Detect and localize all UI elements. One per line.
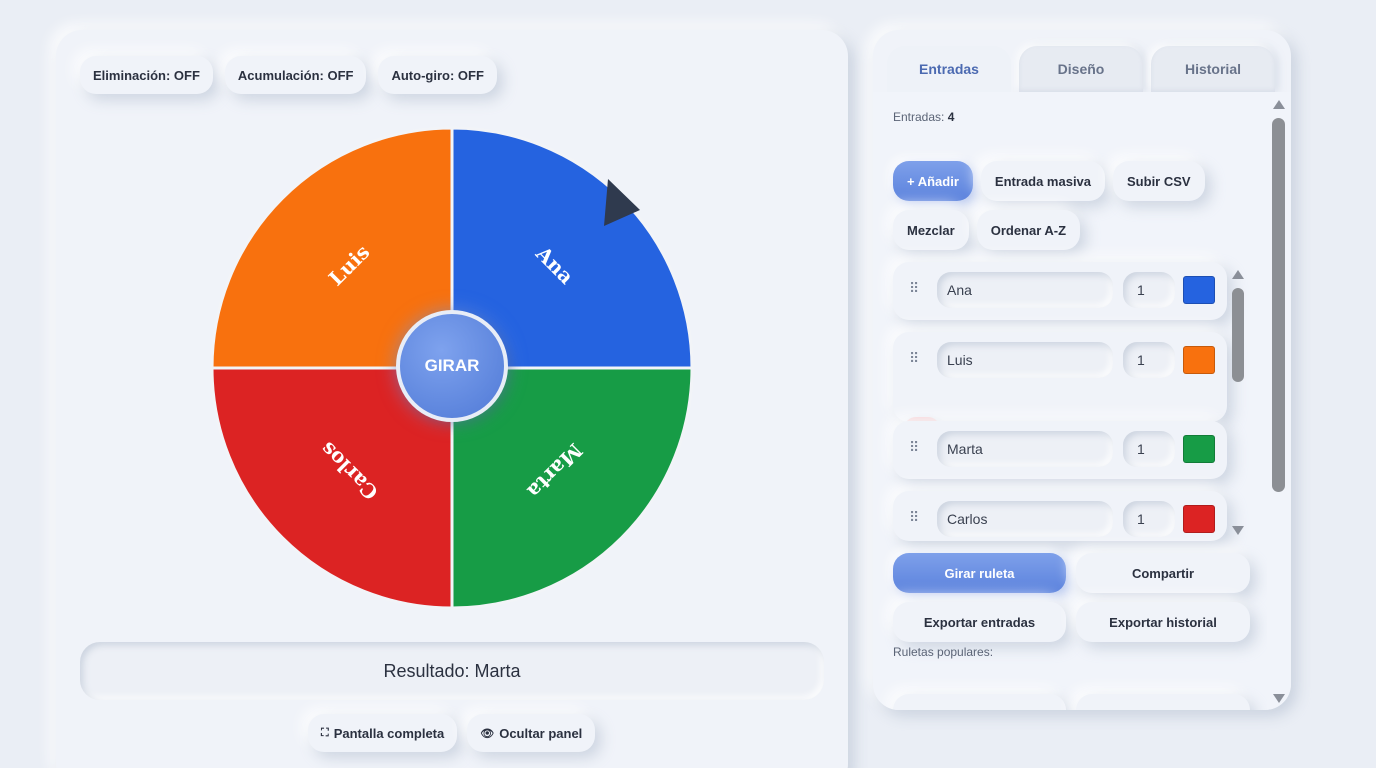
fullscreen-icon: ⛶ [321,726,329,739]
list-scroll-up-icon[interactable] [1232,270,1244,279]
wheel-segment-carlos [210,366,454,610]
spin-button[interactable]: GIRAR [396,310,508,422]
panel-actions-row-2: Exportar entradas Exportar historial [893,602,1250,642]
entry-color-picker[interactable] [1183,435,1215,463]
entry-name-input[interactable]: Marta [937,431,1113,467]
toggle-bar: Eliminación: OFF Acumulación: OFF Auto-g… [80,56,497,94]
fullscreen-button[interactable]: ⛶ Pantalla completa [308,714,458,752]
tab-entradas[interactable]: Entradas [887,46,1011,92]
entry-actions-row-2: Mezclar Ordenar A-Z [893,210,1081,250]
entry-color-picker[interactable] [1183,346,1215,374]
list-item: ⠿ Ana 1 [893,262,1227,320]
entries-count-label: Entradas: [893,110,945,124]
entries-count-value: 4 [947,110,955,124]
bottom-actions: ⛶ Pantalla completa 👁 Ocultar panel [308,714,596,752]
list-item: ⠿ Marta 1 [893,421,1227,479]
add-entry-button[interactable]: + Añadir [893,161,973,201]
entry-weight-input[interactable]: 1 [1123,431,1175,467]
result-text: Resultado: Marta [383,660,521,681]
entry-color-picker[interactable] [1183,276,1215,304]
accumulation-toggle[interactable]: Acumulación: OFF [224,56,367,94]
drag-handle-icon[interactable]: ⠿ [909,280,919,296]
hide-panel-label: Ocultar panel [499,725,583,741]
list-item: ⠿ Carlos 1 [893,491,1227,541]
entry-weight-input[interactable]: 1 [1123,501,1175,537]
panel-scroll-down-icon[interactable] [1273,694,1285,703]
sort-button[interactable]: Ordenar A-Z [976,210,1081,250]
side-panel: Entradas Diseño Historial Entradas: 4 + … [873,30,1291,710]
popular-wheel-item[interactable] [893,694,1066,710]
export-entries-button[interactable]: Exportar entradas [893,602,1066,642]
autospin-toggle[interactable]: Auto-giro: OFF [378,56,497,94]
popular-wheel-item[interactable] [1076,694,1250,710]
wheel[interactable]: Ana Marta Carlos Luis [210,126,694,610]
upload-csv-button[interactable]: Subir CSV [1113,161,1205,201]
drag-handle-icon[interactable]: ⠿ [909,509,919,525]
entries-count: Entradas: 4 [893,110,954,124]
entry-color-picker[interactable] [1183,505,1215,533]
entry-name-input[interactable]: Carlos [937,501,1113,537]
list-scrollbar-thumb[interactable] [1232,288,1244,382]
tab-diseno[interactable]: Diseño [1019,46,1143,92]
wheel-segment-luis [210,126,454,370]
list-item: ⠿ Luis 1 [893,332,1227,422]
drag-handle-icon[interactable]: ⠿ [909,439,919,455]
entry-name-input[interactable]: Ana [937,272,1113,308]
spin-wheel-button[interactable]: Girar ruleta [893,553,1066,593]
wheel-segment-marta [450,366,694,610]
wheel-card: Eliminación: OFF Acumulación: OFF Auto-g… [56,30,848,768]
wheel-pointer-icon [604,179,640,226]
entry-weight-input[interactable]: 1 [1123,272,1175,308]
share-button[interactable]: Compartir [1076,553,1250,593]
eye-icon: 👁 [480,727,495,740]
popular-wheels-label: Ruletas populares: [893,645,994,659]
result-display: Resultado: Marta [80,642,824,700]
bulk-entry-button[interactable]: Entrada masiva [980,161,1106,201]
drag-handle-icon[interactable]: ⠿ [909,350,919,366]
hide-panel-button[interactable]: 👁 Ocultar panel [467,714,596,752]
fullscreen-label: Pantalla completa [333,725,445,741]
entry-name-input[interactable]: Luis [937,342,1113,378]
panel-scroll-up-icon[interactable] [1273,100,1285,109]
panel-actions-row-1: Girar ruleta Compartir [893,553,1250,593]
elimination-toggle[interactable]: Eliminación: OFF [80,56,213,94]
tab-historial[interactable]: Historial [1151,46,1275,92]
panel-scrollbar-thumb[interactable] [1272,118,1285,492]
tab-bar: Entradas Diseño Historial [887,46,1275,92]
list-scroll-down-icon[interactable] [1232,526,1244,535]
export-history-button[interactable]: Exportar historial [1076,602,1250,642]
entry-weight-input[interactable]: 1 [1123,342,1175,378]
entry-actions-row-1: + Añadir Entrada masiva Subir CSV [893,161,1205,201]
shuffle-button[interactable]: Mezclar [893,210,969,250]
